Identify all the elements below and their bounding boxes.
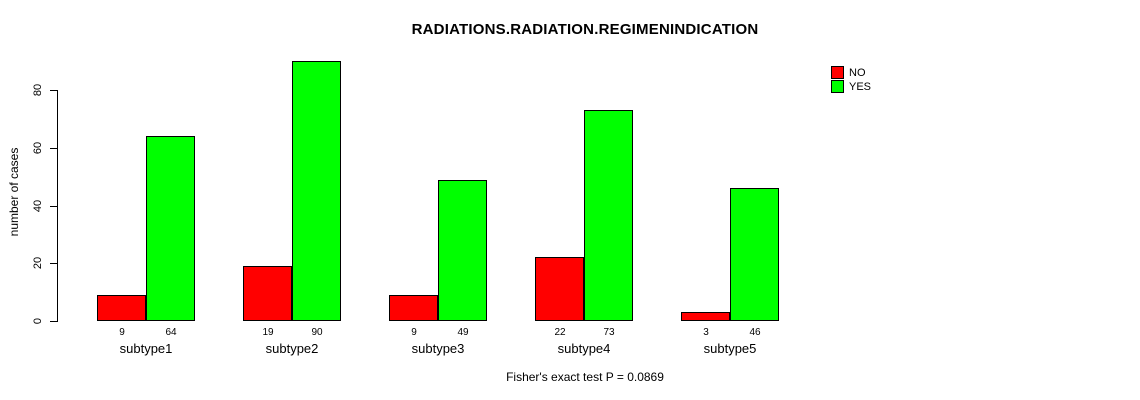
bar-no-subtype3 (389, 295, 438, 321)
category-label: subtype4 (557, 341, 611, 356)
bar-no-subtype1 (97, 295, 146, 321)
y-axis-tick (50, 263, 57, 264)
legend-swatch-yes (831, 80, 844, 93)
y-axis-tick (50, 206, 57, 207)
y-axis-tick (50, 148, 57, 149)
bar-value-label: 22 (554, 327, 566, 338)
y-axis-tick-label: 0 (32, 317, 44, 325)
category-label: subtype3 (411, 341, 465, 356)
bar-value-label: 3 (703, 327, 709, 338)
category-label: subtype2 (265, 341, 319, 356)
bar-value-label: 46 (749, 327, 761, 338)
category-label: subtype1 (119, 341, 173, 356)
y-axis-tick (50, 321, 57, 322)
footnote: Fisher's exact test P = 0.0869 (506, 370, 664, 384)
chart-title: RADIATIONS.RADIATION.REGIMENINDICATION (411, 21, 759, 38)
bar-yes-subtype1 (146, 136, 195, 321)
y-axis-tick-label: 20 (32, 256, 44, 270)
legend-label-no: NO (849, 66, 866, 79)
bar-value-label: 64 (165, 327, 177, 338)
bar-value-label: 90 (311, 327, 323, 338)
bar-yes-subtype2 (292, 61, 341, 321)
bar-no-subtype4 (535, 257, 584, 321)
bar-value-label: 73 (603, 327, 615, 338)
bar-value-label: 19 (262, 327, 274, 338)
y-axis-line (57, 90, 58, 322)
bar-value-label: 9 (119, 327, 125, 338)
legend-item-yes: YES (831, 80, 871, 93)
bar-value-label: 9 (411, 327, 417, 338)
category-label: subtype5 (703, 341, 757, 356)
bar-yes-subtype5 (730, 188, 779, 321)
y-axis-tick (50, 90, 57, 91)
y-axis-tick-label: 40 (32, 199, 44, 213)
bar-no-subtype5 (681, 312, 730, 321)
bar-no-subtype2 (243, 266, 292, 321)
bar-value-label: 49 (457, 327, 469, 338)
bar-yes-subtype4 (584, 110, 633, 321)
legend: NO YES (831, 66, 871, 93)
y-axis-tick-label: 60 (32, 141, 44, 155)
legend-item-no: NO (831, 66, 871, 79)
legend-label-yes: YES (849, 80, 872, 93)
legend-swatch-no (831, 66, 844, 79)
bar-yes-subtype3 (438, 180, 487, 321)
y-axis-tick-label: 80 (32, 83, 44, 97)
